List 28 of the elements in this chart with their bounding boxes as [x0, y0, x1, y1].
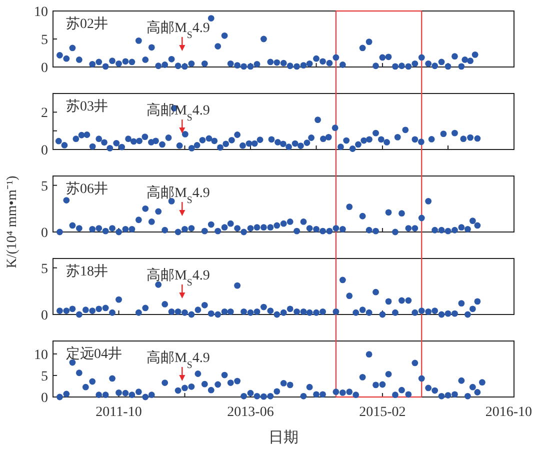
chart-title: 苏06井 — [66, 181, 108, 197]
x-tick-label: 2015-02 — [359, 405, 406, 420]
x-axis-title: 日期 — [268, 429, 298, 446]
ref-line-label: 高邮M$_{S}$4.9 — [146, 268, 210, 288]
y-tick-label: 2 — [41, 106, 48, 122]
ref-line-label: 高邮M$_{S}$4.9 — [146, 185, 210, 206]
ref-line-label: 高邮M$_{S}$4.9 — [146, 20, 210, 40]
x-tick-label: 2013-06 — [227, 405, 274, 420]
y-tick-label: 0 — [41, 226, 48, 241]
y-tick-label: 5 — [41, 33, 48, 48]
ref-line-label: 高邮M$_{S}$4.9 — [146, 102, 210, 123]
y-tick-label: 10 — [34, 5, 48, 20]
chart-title: 苏18井 — [66, 264, 108, 280]
y-tick-label: 5 — [41, 369, 48, 384]
y-axis-title: K/(10⁴ mm•m⁻¹) — [5, 175, 20, 268]
x-tick-label: 2011-10 — [96, 405, 142, 420]
y-tick-label: 5 — [41, 262, 48, 277]
y-tick-label: 0 — [41, 391, 48, 406]
ref-line-label: 高邮M$_{S}$4.9 — [146, 350, 210, 370]
y-tick-label: 0 — [41, 144, 48, 158]
chart-title: 定远04井 — [66, 346, 122, 362]
y-tick-label: 0 — [41, 61, 48, 76]
y-tick-label: 0 — [41, 308, 48, 324]
y-tick-label: 5 — [41, 179, 48, 194]
chart-title: 苏03井 — [66, 98, 108, 114]
chart-title: 苏02井 — [66, 16, 108, 32]
y-tick-label: 10 — [34, 348, 48, 363]
x-tick-label: 2016-10 — [485, 405, 532, 420]
